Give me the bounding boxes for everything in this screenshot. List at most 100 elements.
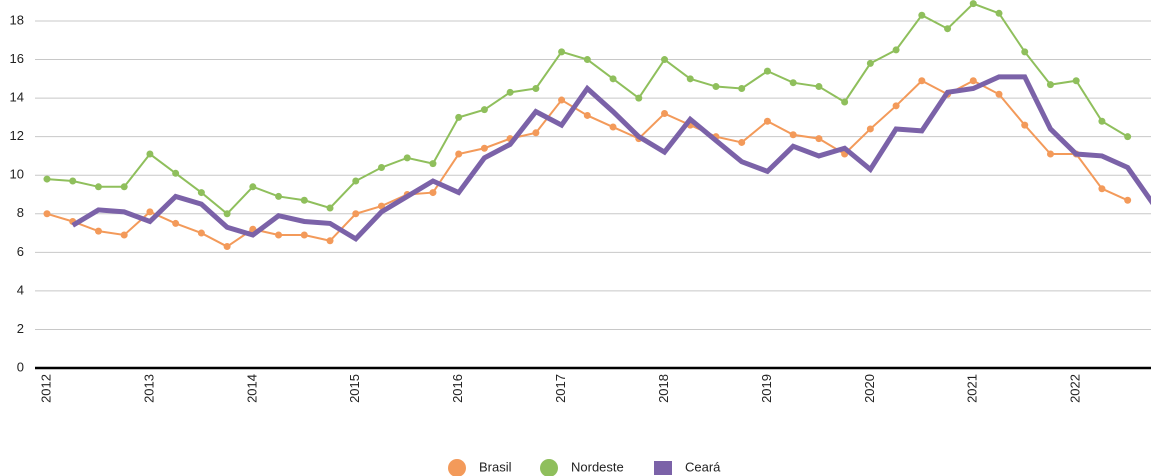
series-line xyxy=(46,79,1129,248)
data-point xyxy=(583,111,591,119)
data-point xyxy=(403,154,411,162)
x-tick-label: 2019 xyxy=(759,374,774,403)
series-line xyxy=(71,74,1151,243)
data-point xyxy=(69,177,77,185)
x-tick-label: 2020 xyxy=(862,374,877,403)
data-point xyxy=(120,183,128,191)
data-point xyxy=(763,67,771,75)
data-point xyxy=(532,84,540,92)
data-point xyxy=(1072,77,1080,85)
legend-label: Brasil xyxy=(479,459,512,474)
data-point xyxy=(969,0,977,8)
data-point xyxy=(686,75,694,83)
data-point xyxy=(738,138,746,146)
y-tick-label: 2 xyxy=(17,321,24,336)
data-point xyxy=(120,231,128,239)
data-point xyxy=(1021,48,1029,56)
data-point xyxy=(455,113,463,121)
data-point xyxy=(609,75,617,83)
x-tick-label: 2012 xyxy=(38,374,53,403)
data-point xyxy=(300,231,308,239)
data-point xyxy=(43,210,51,218)
plot-area xyxy=(43,0,1151,251)
data-point xyxy=(197,189,205,197)
data-point xyxy=(532,129,540,137)
data-point xyxy=(635,94,643,102)
data-point xyxy=(455,150,463,158)
x-tick-label: 2018 xyxy=(656,374,671,403)
y-tick-label: 8 xyxy=(17,205,24,220)
data-point xyxy=(172,219,180,227)
data-point xyxy=(352,210,360,218)
data-point xyxy=(815,135,823,143)
x-tick-label: 2017 xyxy=(553,374,568,403)
data-point xyxy=(661,56,669,64)
y-tick-label: 14 xyxy=(10,90,24,105)
data-point xyxy=(326,204,334,212)
y-tick-label: 18 xyxy=(10,12,24,27)
data-point xyxy=(944,25,952,33)
data-point xyxy=(712,83,720,91)
data-point xyxy=(172,169,180,177)
data-point xyxy=(789,79,797,87)
data-point xyxy=(326,237,334,245)
data-point xyxy=(275,192,283,200)
data-point xyxy=(429,160,437,168)
legend-swatch xyxy=(540,459,558,476)
y-tick-label: 12 xyxy=(10,128,24,143)
data-point xyxy=(918,77,926,85)
data-point xyxy=(249,183,257,191)
x-tick-label: 2021 xyxy=(965,374,980,403)
data-point xyxy=(1124,133,1132,141)
data-point xyxy=(377,202,385,210)
data-point xyxy=(738,84,746,92)
data-point xyxy=(480,106,488,114)
data-point xyxy=(377,164,385,172)
data-point xyxy=(43,175,51,183)
data-point xyxy=(94,183,102,191)
legend-label: Ceará xyxy=(685,459,721,474)
y-tick-label: 4 xyxy=(17,282,24,297)
series-line xyxy=(46,2,1129,216)
legend-label: Nordeste xyxy=(571,459,624,474)
data-point xyxy=(506,88,514,96)
data-point xyxy=(841,98,849,106)
x-tick-label: 2014 xyxy=(244,374,259,403)
data-point xyxy=(609,123,617,131)
legend-swatch xyxy=(654,461,672,475)
data-point xyxy=(429,189,437,197)
x-tick-label: 2013 xyxy=(141,374,156,403)
data-point xyxy=(558,96,566,104)
data-point xyxy=(661,110,669,118)
data-point xyxy=(146,208,154,216)
data-point xyxy=(789,131,797,139)
data-point xyxy=(1046,150,1054,158)
data-point xyxy=(583,56,591,64)
x-tick-label: 2015 xyxy=(347,374,362,403)
data-point xyxy=(1124,196,1132,204)
legend-swatch xyxy=(448,459,466,476)
data-point xyxy=(969,77,977,85)
data-point xyxy=(918,11,926,19)
data-point xyxy=(223,243,231,251)
data-point xyxy=(1021,121,1029,129)
data-point xyxy=(866,59,874,67)
data-point xyxy=(94,227,102,235)
data-point xyxy=(558,48,566,56)
y-tick-label: 6 xyxy=(17,244,24,259)
data-point xyxy=(300,196,308,204)
data-point xyxy=(763,117,771,125)
data-point xyxy=(892,102,900,110)
data-point xyxy=(866,125,874,133)
data-point xyxy=(1098,185,1106,193)
data-point xyxy=(352,177,360,185)
x-tick-label: 2022 xyxy=(1068,374,1083,403)
data-point xyxy=(892,46,900,54)
data-point xyxy=(480,144,488,152)
data-point xyxy=(275,231,283,239)
data-point xyxy=(197,229,205,237)
data-point xyxy=(1098,117,1106,125)
y-tick-label: 0 xyxy=(17,359,24,374)
y-tick-label: 16 xyxy=(10,51,24,66)
